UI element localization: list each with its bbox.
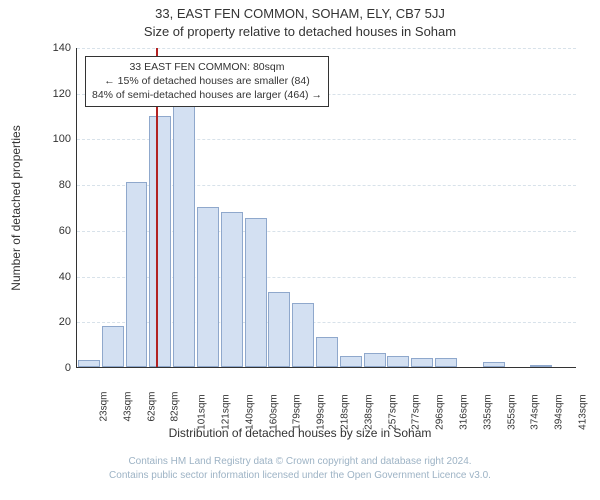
gridline xyxy=(77,48,576,49)
histogram-bar xyxy=(149,116,171,367)
histogram-bar xyxy=(411,358,433,367)
y-tick-label: 0 xyxy=(65,362,71,374)
figure: 33, EAST FEN COMMON, SOHAM, ELY, CB7 5JJ… xyxy=(0,0,600,500)
info-line-2: ← 15% of detached houses are smaller (84… xyxy=(92,74,322,88)
y-tick-label: 80 xyxy=(59,179,71,191)
y-tick-label: 100 xyxy=(53,133,71,145)
x-tick-label: 23sqm xyxy=(98,392,109,422)
histogram-bar xyxy=(78,360,100,367)
x-tick-label: 121sqm xyxy=(220,394,231,430)
histogram-bar xyxy=(126,182,148,367)
histogram-bar xyxy=(268,292,290,367)
y-tick-label: 40 xyxy=(59,271,71,283)
x-tick-label: 394sqm xyxy=(554,394,565,430)
info-line-3: 84% of semi-detached houses are larger (… xyxy=(92,88,322,102)
x-tick-label: 140sqm xyxy=(244,394,255,430)
x-tick-label: 335sqm xyxy=(482,394,493,430)
histogram-bar xyxy=(197,207,219,367)
x-tick-label: 101sqm xyxy=(196,394,207,430)
x-tick-label: 238sqm xyxy=(363,394,374,430)
histogram-bar xyxy=(435,358,457,367)
x-tick-label: 355sqm xyxy=(506,394,517,430)
footnote-2: Contains public sector information licen… xyxy=(0,470,600,481)
footnote-1: Contains HM Land Registry data © Crown c… xyxy=(0,456,600,467)
x-tick-label: 374sqm xyxy=(530,394,541,430)
y-tick-label: 120 xyxy=(53,88,71,100)
histogram-bar xyxy=(173,106,195,367)
histogram-bar xyxy=(530,365,552,367)
histogram-bar xyxy=(102,326,124,367)
x-tick-label: 277sqm xyxy=(411,394,422,430)
histogram-bar xyxy=(364,353,386,367)
x-tick-label: 218sqm xyxy=(339,394,350,430)
y-tick-label: 60 xyxy=(59,225,71,237)
histogram-bar xyxy=(340,356,362,367)
histogram-bar xyxy=(245,218,267,367)
histogram-bar xyxy=(292,303,314,367)
x-tick-label: 43sqm xyxy=(122,392,133,422)
x-tick-label: 413sqm xyxy=(577,394,588,430)
info-line-1: 33 EAST FEN COMMON: 80sqm xyxy=(92,60,322,74)
x-axis-label: Distribution of detached houses by size … xyxy=(0,426,600,440)
histogram-bar xyxy=(221,212,243,367)
x-tick-label: 82sqm xyxy=(170,392,181,422)
histogram-bar xyxy=(483,362,505,367)
x-tick-label: 199sqm xyxy=(315,394,326,430)
x-tick-label: 160sqm xyxy=(268,394,279,430)
y-tick-label: 140 xyxy=(53,42,71,54)
histogram-bar xyxy=(387,356,409,367)
x-tick-label: 179sqm xyxy=(292,394,303,430)
plot-area: 33 EAST FEN COMMON: 80sqm ← 15% of detac… xyxy=(76,48,576,368)
histogram-bar xyxy=(316,337,338,367)
title-subtitle: Size of property relative to detached ho… xyxy=(0,24,600,39)
y-axis-label: Number of detached properties xyxy=(9,125,23,290)
title-address: 33, EAST FEN COMMON, SOHAM, ELY, CB7 5JJ xyxy=(0,6,600,21)
x-tick-label: 257sqm xyxy=(387,394,398,430)
y-tick-label: 20 xyxy=(59,316,71,328)
x-tick-label: 62sqm xyxy=(146,392,157,422)
info-box: 33 EAST FEN COMMON: 80sqm ← 15% of detac… xyxy=(85,56,329,107)
x-tick-label: 296sqm xyxy=(435,394,446,430)
x-tick-label: 316sqm xyxy=(458,394,469,430)
